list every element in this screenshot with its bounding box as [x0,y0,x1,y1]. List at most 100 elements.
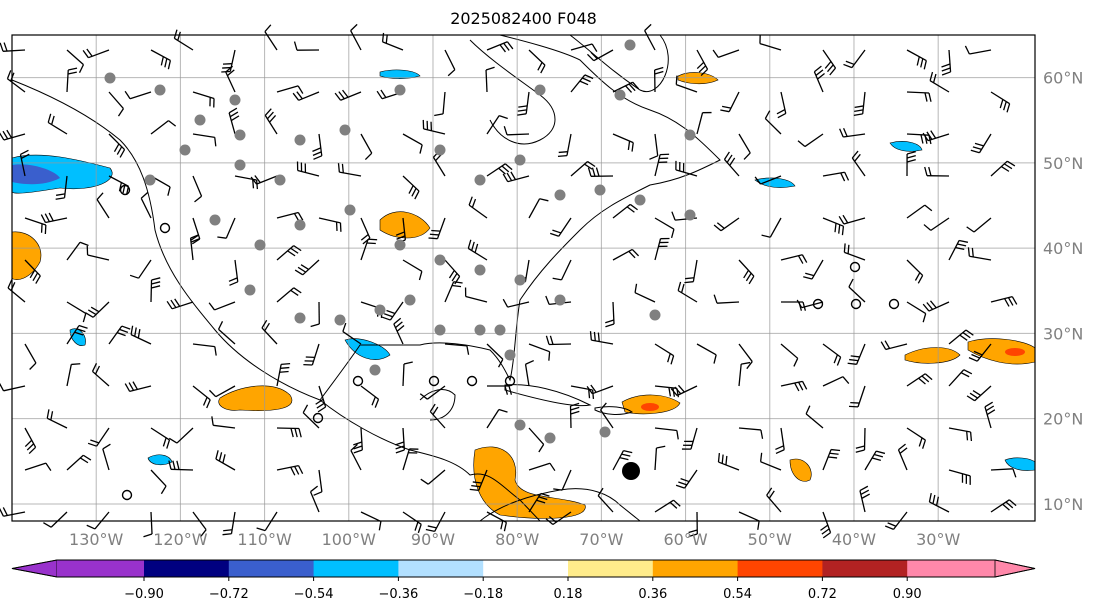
wind-barb [929,71,950,93]
wind-barb [292,91,320,101]
calm-wind-marker [312,412,324,424]
wind-barb [468,196,488,219]
station-dot [599,426,611,438]
calm-wind-marker [850,298,862,310]
wind-barb [130,325,152,345]
colorbar-segment [398,560,484,577]
station-dot [684,209,696,221]
wind-barb [906,91,932,102]
wind-barb [0,507,26,517]
wind-barb [444,343,470,355]
wind-barb [557,133,572,158]
longitude-labels: 130°W 120°W 110°W 100°W 90°W 80°W 70°W 60°W 50°W… [69,530,960,549]
wind-barb [486,408,508,429]
wind-barb [990,468,1017,478]
wind-barb [761,217,782,238]
wind-barb [402,133,423,154]
wind-barb [250,175,278,185]
wind-barb [922,300,950,312]
wind-barb [168,460,194,471]
wind-barb [600,402,614,429]
station-dot [404,294,416,306]
wind-barb [342,322,362,345]
colorbar-outline [11,559,1036,578]
wind-barb [906,204,933,219]
wind-barb [723,151,740,177]
positive-contour [379,211,431,239]
wind-barb [780,254,808,264]
wind-barb [350,443,362,471]
wind-barb [822,448,841,471]
station-dot [534,84,546,96]
wind-barb [848,278,866,303]
wind-barb [225,65,236,93]
map-frame [11,34,1036,522]
wind-barb [696,111,712,135]
wind-barb [0,382,26,392]
wind-barb [851,150,866,177]
station-dot [144,174,156,186]
wind-barb [634,283,656,303]
wind-barb [192,91,215,108]
station-dots [104,39,900,501]
wind-barb [813,65,825,93]
wind-barb [486,163,513,177]
positive-contour [218,385,293,411]
colorbar-tick-label: −0.90 [124,587,164,602]
wind-barb [864,450,886,471]
calm-wind-marker [504,375,516,387]
wind-barb [46,409,68,429]
wind-barb [215,450,236,471]
station-dot [684,129,696,141]
positive-contour [641,403,659,411]
wind-barb [822,49,837,76]
wind-barb [0,42,26,52]
wind-barb [173,29,194,51]
wind-barb [102,443,111,471]
wind-barb [906,373,933,387]
station-dot [234,129,246,141]
wind-barb [759,452,782,471]
wind-barb [738,361,751,387]
wind-barb [681,427,698,450]
wind-barb [66,324,88,345]
longitude-label: 50°W [748,530,792,549]
wind-barb [843,49,866,69]
wind-barb [310,301,320,328]
wind-barb [66,49,85,73]
positive-contour [11,231,42,281]
wind-barb [553,469,572,491]
wind-barb [654,343,675,365]
wind-barb [696,343,717,364]
wind-barb [570,74,594,93]
wind-barb [444,259,461,285]
wind-barb [24,217,47,235]
wind-barb [990,160,1016,177]
colorbar-segment [228,560,315,577]
wind-barb [217,217,236,239]
wind-barb [91,363,110,387]
wind-barb [675,75,698,93]
storm-center-marker [622,462,640,480]
wind-barb [528,492,550,513]
wind-barb [843,243,866,261]
wind-barb [108,325,131,345]
wind-barb [966,385,992,402]
graticule [12,35,1035,521]
wind-barb [276,245,302,261]
calm-wind-marker [812,298,824,310]
wind-barb [393,317,405,345]
wind-barb [444,281,463,303]
station-dot [334,314,346,326]
wind-barb [528,343,551,361]
station-dot [274,174,286,186]
wind-barb [66,67,78,93]
station-dot [514,154,526,166]
wind-barb [360,385,380,408]
wind-barb [296,161,320,177]
station-dot [154,84,166,96]
wind-barb [486,41,514,53]
wind-barb [168,427,194,444]
wind-barb [644,23,656,51]
colorbar-segment [568,560,654,577]
